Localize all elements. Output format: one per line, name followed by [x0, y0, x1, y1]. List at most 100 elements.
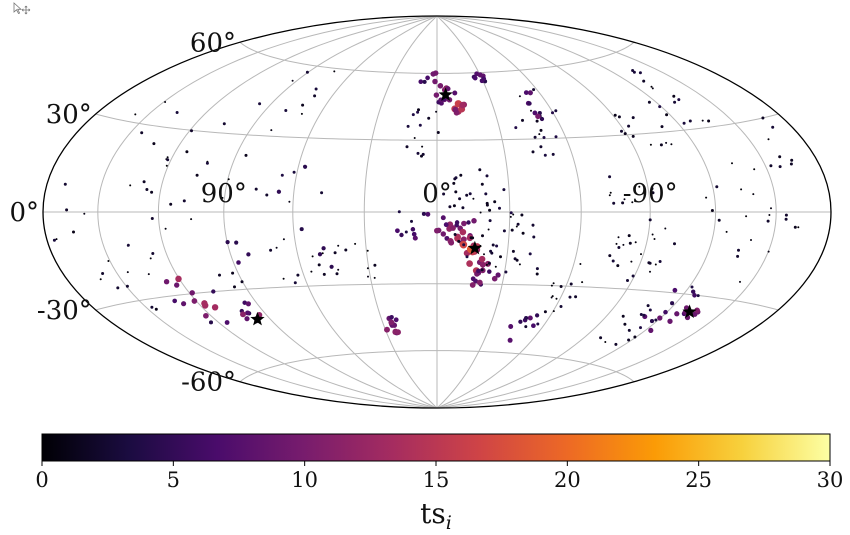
scatter-point — [543, 153, 547, 157]
scatter-point — [611, 259, 615, 263]
scatter-point — [767, 138, 770, 141]
scatter-point — [367, 275, 369, 278]
scatter-point — [244, 153, 248, 157]
scatter-point — [692, 293, 697, 298]
scatter-point — [151, 252, 155, 255]
scatter-point — [443, 222, 449, 228]
scatter-point — [627, 328, 631, 332]
scatter-point — [654, 318, 658, 322]
scatter-point — [452, 204, 456, 208]
scatter-point — [649, 270, 651, 273]
scatter-point — [452, 90, 458, 96]
colorbar-tick-label: 15 — [423, 468, 450, 492]
colorbar-tick-label: 30 — [817, 468, 844, 492]
scatter-point — [626, 279, 629, 282]
colorbar-tick-label: 10 — [291, 468, 318, 492]
latitude-tick-label: -60° — [181, 368, 236, 398]
scatter-point — [609, 191, 612, 194]
scatter-point — [412, 235, 418, 241]
scatter-point — [532, 235, 536, 239]
colorbar-tick-label: 20 — [554, 468, 581, 492]
scatter-point — [373, 276, 376, 279]
scatter-point — [205, 161, 209, 165]
scatter-point — [185, 150, 189, 154]
scatter-point — [664, 227, 667, 230]
scatter-point — [510, 228, 514, 232]
scatter-point — [458, 197, 462, 201]
scatter-point — [677, 98, 681, 102]
scatter-point — [181, 301, 187, 307]
source-star-marker — [467, 240, 482, 255]
scatter-point — [731, 162, 733, 165]
scatter-point — [52, 238, 56, 242]
scatter-point — [55, 238, 58, 241]
scatter-point — [631, 116, 635, 120]
scatter-point — [395, 329, 401, 336]
scatter-point — [672, 287, 678, 293]
scatter-point — [175, 111, 179, 114]
scatter-point — [665, 141, 668, 144]
scatter-point — [322, 272, 326, 276]
scatter-point — [509, 215, 512, 218]
scatter-point — [688, 119, 692, 123]
scatter-point — [321, 246, 326, 251]
scatter-point — [337, 268, 340, 271]
scatter-point — [410, 219, 413, 223]
scatter-point — [524, 315, 529, 321]
scatter-point — [527, 101, 532, 106]
scatter-point — [778, 155, 782, 159]
scatter-point — [270, 129, 273, 132]
scatter-point — [551, 111, 554, 115]
scatter-point — [190, 129, 193, 133]
scatter-point — [437, 83, 444, 89]
scatter-point — [448, 205, 452, 209]
scatter-point — [101, 272, 105, 275]
scatter-point — [134, 113, 137, 116]
scatter-point — [150, 190, 154, 194]
scatter-point — [615, 242, 618, 245]
scatter-point — [620, 129, 623, 133]
colorbar-tick-label: 0 — [35, 468, 48, 492]
scatter-point — [142, 180, 146, 184]
scatter-point — [293, 281, 297, 285]
scatter-point — [435, 110, 438, 113]
scatter-point — [767, 250, 770, 253]
scatter-point — [617, 115, 621, 119]
scatter-point — [550, 284, 553, 287]
scatter-point — [647, 100, 651, 104]
scatter-point — [627, 124, 631, 128]
scatter-point — [354, 242, 357, 245]
scatter-point — [99, 278, 102, 281]
scatter-point — [511, 249, 515, 253]
scatter-point — [240, 311, 246, 318]
scatter-point — [333, 70, 336, 73]
parallel-line — [95, 113, 779, 141]
scatter-point — [305, 70, 309, 74]
scatter-point — [535, 272, 539, 276]
scatter-point — [514, 126, 518, 130]
scatter-point — [190, 218, 193, 221]
scatter-point — [291, 79, 294, 82]
scatter-point — [650, 85, 653, 88]
scatter-point — [384, 326, 390, 333]
scatter-point — [240, 280, 244, 284]
scatter-point — [639, 313, 643, 316]
scatter-point — [657, 315, 663, 321]
scatter-point — [244, 316, 250, 322]
scatter-point — [608, 175, 612, 179]
scatter-point — [471, 218, 477, 224]
scatter-point — [542, 136, 546, 139]
scatter-point — [527, 315, 533, 321]
scatter-point — [579, 263, 582, 265]
scatter-point — [710, 209, 714, 212]
scatter-point — [532, 110, 538, 116]
scatter-point — [574, 295, 578, 299]
latitude-tick-label: 0° — [9, 198, 39, 228]
scatter-point — [337, 244, 340, 247]
scatter-point — [405, 145, 409, 149]
scatter-point — [459, 173, 463, 177]
scatter-point — [296, 273, 300, 277]
scatter-point — [164, 101, 167, 103]
scatter-point — [694, 307, 700, 314]
